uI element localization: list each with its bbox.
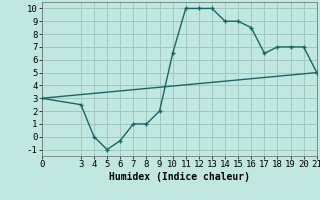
X-axis label: Humidex (Indice chaleur): Humidex (Indice chaleur) [109,172,250,182]
